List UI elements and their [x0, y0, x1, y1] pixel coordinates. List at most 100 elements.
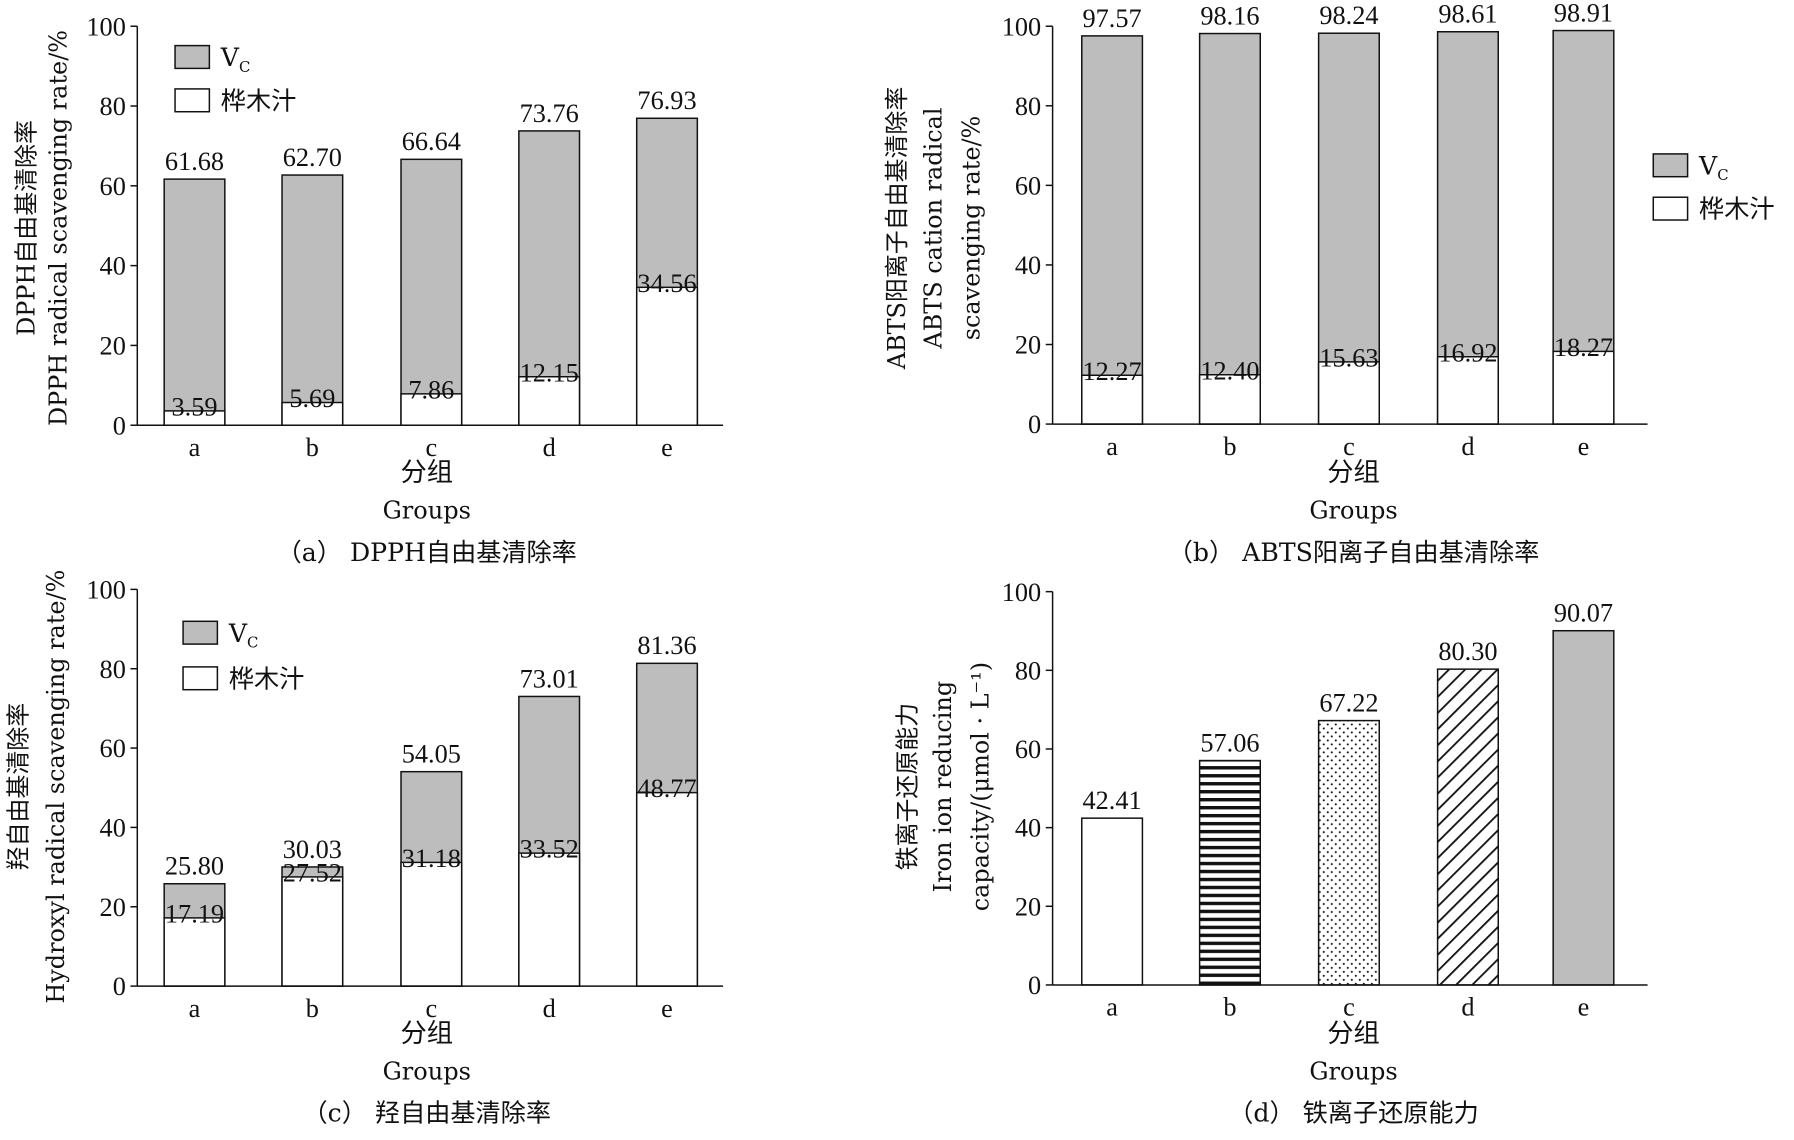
- y-tick-label: 80: [100, 92, 126, 121]
- legend-label-subscript: C: [1717, 167, 1728, 184]
- bar-birch-sap-d: [518, 852, 581, 987]
- panel-caption: （d） 铁离子还原能力: [1228, 1099, 1478, 1128]
- y-tick-label: 40: [100, 252, 126, 281]
- chart-panel-c: 25.80 30.03 54.05 73.01 81.36 17.19 27.52 31.18…: [4, 570, 724, 1128]
- y-tick-label: 100: [86, 12, 125, 41]
- bar-vc-b: [1198, 32, 1262, 425]
- x-tick-label: d: [1461, 993, 1474, 1022]
- x-tick-label: e: [661, 433, 673, 462]
- x-tick-label: a: [1106, 432, 1118, 461]
- bar-vc-c: [400, 158, 463, 426]
- data-label: 61.68: [165, 147, 224, 176]
- legend-swatch: [1652, 196, 1689, 221]
- bar-birch-sap-a: [1081, 374, 1144, 425]
- y-tick-label: 80: [1015, 92, 1041, 121]
- data-label: 33.52: [520, 835, 579, 864]
- data-label: 76.93: [637, 86, 696, 115]
- bar-value-d: [1436, 668, 1499, 986]
- data-label: 48.77: [637, 774, 696, 803]
- legend: VC 桦木汁: [174, 43, 296, 115]
- x-tick-label: d: [1461, 432, 1474, 461]
- y-axis-title: ABTS cation radical: [920, 107, 948, 349]
- x-axis-title: 分组: [1327, 1019, 1380, 1049]
- bar-value-e: [1552, 629, 1615, 986]
- bar-value-c: [1317, 719, 1380, 986]
- bar-birch-sap-e: [635, 286, 699, 426]
- bar-birch-sap-b: [281, 876, 344, 987]
- y-tick-label: 0: [113, 411, 126, 440]
- y-tick-label: 100: [1002, 12, 1041, 41]
- y-tick-label: 0: [113, 972, 126, 1001]
- data-label: 18.27: [1554, 333, 1613, 362]
- y-tick-label: 60: [100, 734, 126, 763]
- data-label: 73.76: [520, 99, 579, 128]
- y-axis-title: 铁离子还原能力: [893, 703, 921, 870]
- legend-label: 桦木汁: [221, 86, 296, 115]
- y-tick-label: 20: [100, 893, 126, 922]
- x-tick-label: b: [1223, 993, 1236, 1022]
- data-label: 97.57: [1083, 4, 1142, 33]
- y-tick-label: 0: [1028, 971, 1041, 1000]
- y-axis-title: capacity/(μmol · L⁻¹): [966, 662, 994, 911]
- x-tick-label: b: [1223, 432, 1236, 461]
- x-tick-label: b: [306, 994, 319, 1023]
- bar-birch-sap-b: [1198, 374, 1262, 425]
- legend-swatch: [174, 44, 211, 70]
- x-tick-label: d: [543, 994, 556, 1023]
- data-label: 15.63: [1319, 343, 1378, 372]
- data-label: 62.70: [283, 143, 342, 172]
- y-tick-label: 0: [1028, 410, 1041, 439]
- y-tick-label: 20: [1015, 331, 1041, 360]
- data-label: 80.30: [1438, 637, 1497, 666]
- y-tick-label: 40: [100, 814, 126, 843]
- x-tick-label: e: [661, 994, 673, 1023]
- data-label: 27.52: [283, 859, 342, 888]
- x-tick-label: a: [189, 994, 201, 1023]
- x-axis-title: Groups: [1309, 497, 1397, 525]
- legend-label-subscript: C: [239, 59, 250, 76]
- x-tick-label: a: [189, 433, 201, 462]
- bar-vc-b: [281, 174, 344, 426]
- chart-panel-d: 42.41 57.06 67.22 80.30 90.07 0 20 40 60 80 100 a b c…: [893, 578, 1648, 1128]
- bar-birch-sap-e: [635, 791, 699, 987]
- data-label: 57.06: [1200, 728, 1259, 757]
- y-tick-label: 20: [100, 332, 126, 361]
- bar-birch-sap-c: [400, 861, 463, 987]
- legend-label: VC: [220, 43, 251, 76]
- y-tick-label: 100: [86, 576, 125, 605]
- y-axis-title: DPPH radical scavenging rate/%: [44, 30, 72, 426]
- legend: VC 桦木汁: [182, 619, 304, 693]
- data-label: 42.41: [1083, 786, 1142, 815]
- data-label: 90.07: [1554, 599, 1613, 628]
- bar-vc-a: [163, 178, 226, 426]
- x-tick-label: c: [425, 994, 437, 1023]
- bar-value-a: [1081, 817, 1144, 986]
- legend-label-text: V: [220, 43, 240, 72]
- chart-panel-b: 97.57 98.16 98.24 98.61 98.91 12.27 12.40 15.63…: [883, 0, 1775, 567]
- data-label: 98.24: [1319, 1, 1378, 30]
- legend-label-text: V: [228, 619, 248, 648]
- legend-label-subscript: C: [247, 635, 258, 652]
- data-label: 31.18: [402, 844, 461, 873]
- y-tick-label: 80: [1015, 656, 1041, 685]
- data-label: 12.40: [1200, 356, 1259, 385]
- y-axis-title: 羟自由基清除率: [4, 703, 32, 870]
- data-label: 66.64: [402, 127, 461, 156]
- y-axis-title: Iron ion reducing: [929, 681, 957, 892]
- bar-birch-sap-e: [1552, 350, 1615, 425]
- legend-swatch: [1652, 153, 1689, 178]
- x-tick-label: c: [1343, 993, 1355, 1022]
- data-label: 12.27: [1083, 357, 1142, 386]
- panel-caption: （a） DPPH自由基清除率: [277, 538, 577, 567]
- x-tick-label: a: [1106, 993, 1118, 1022]
- legend-label-text: 桦木汁: [221, 86, 296, 115]
- bar-value-b: [1198, 759, 1262, 986]
- x-tick-label: e: [1578, 432, 1590, 461]
- data-label: 98.91: [1554, 0, 1613, 27]
- bar-birch-sap-d: [518, 376, 581, 426]
- y-tick-label: 80: [100, 655, 126, 684]
- bar-birch-sap-a: [163, 917, 226, 987]
- data-label: 98.61: [1438, 0, 1497, 29]
- data-label: 12.15: [520, 358, 579, 387]
